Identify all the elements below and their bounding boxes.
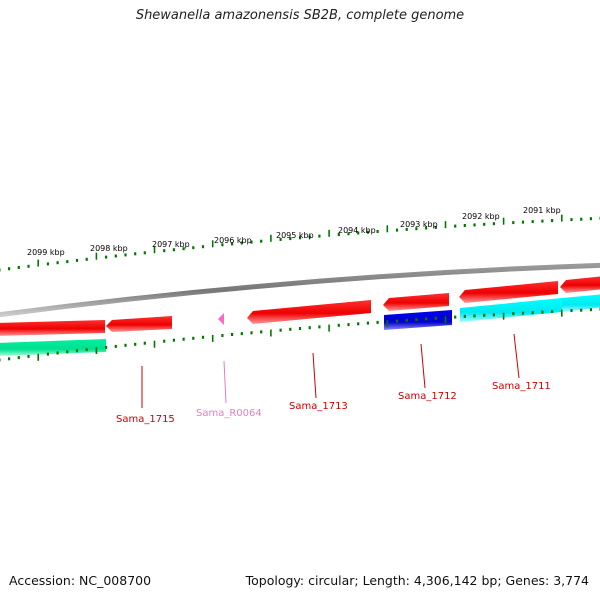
scale-labels: 2099 kbp 2098 kbp 2097 kbp 2096 kbp 2095 kbp… — [27, 206, 561, 257]
scale-label: 2092 kbp — [462, 212, 500, 221]
scale-label: 2098 kbp — [90, 244, 128, 253]
scale-label: 2097 kbp — [152, 240, 190, 249]
gene-feature-sama-1715[interactable] — [106, 316, 172, 332]
inner-scale-ticks — [0, 307, 600, 362]
gene-labels: Sama_1715 Sama_R0064 Sama_1713 Sama_1712… — [116, 381, 551, 425]
forward-strand-features — [0, 276, 600, 336]
scale-label: 2095 kbp — [276, 231, 314, 240]
accession-text: Accession: NC_008700 — [9, 573, 152, 588]
green-feature[interactable] — [0, 339, 106, 356]
scale-label: 2096 kbp — [214, 236, 252, 245]
rna-feature-sama-r0064[interactable] — [218, 313, 224, 325]
gene-feature-sama-1712[interactable] — [383, 293, 449, 311]
scale-label: 2094 kbp — [338, 226, 376, 235]
gene-feature-sama-1711[interactable] — [459, 281, 558, 303]
genome-stats-text: Topology: circular; Length: 4,306,142 bp… — [245, 573, 589, 588]
gene-label-sama-1712[interactable]: Sama_1712 — [398, 391, 457, 402]
blue-feature[interactable] — [384, 310, 452, 330]
gene-label-sama-r0064[interactable]: Sama_R0064 — [196, 408, 262, 419]
scale-label: 2093 kbp — [400, 220, 438, 229]
cyan-feature[interactable] — [460, 298, 562, 322]
label-leader-lines — [141, 333, 520, 408]
gene-label-sama-1713[interactable]: Sama_1713 — [289, 401, 348, 412]
scale-label: 2091 kbp — [523, 206, 561, 215]
gene-feature-right-edge[interactable] — [560, 276, 600, 293]
genome-backbone — [0, 262, 600, 318]
outer-scale-ticks — [0, 214, 600, 272]
scale-label: 2099 kbp — [27, 248, 65, 257]
gene-label-sama-1715[interactable]: Sama_1715 — [116, 414, 175, 425]
reverse-strand-features — [0, 294, 600, 356]
gene-label-sama-1711[interactable]: Sama_1711 — [492, 381, 551, 392]
map-title: Shewanella amazonensis SB2B, complete ge… — [135, 8, 465, 23]
gene-feature-sama-1713[interactable] — [247, 300, 371, 324]
cyan-feature-right[interactable] — [562, 294, 600, 312]
gene-feature-sama-1715-left[interactable] — [0, 320, 105, 336]
